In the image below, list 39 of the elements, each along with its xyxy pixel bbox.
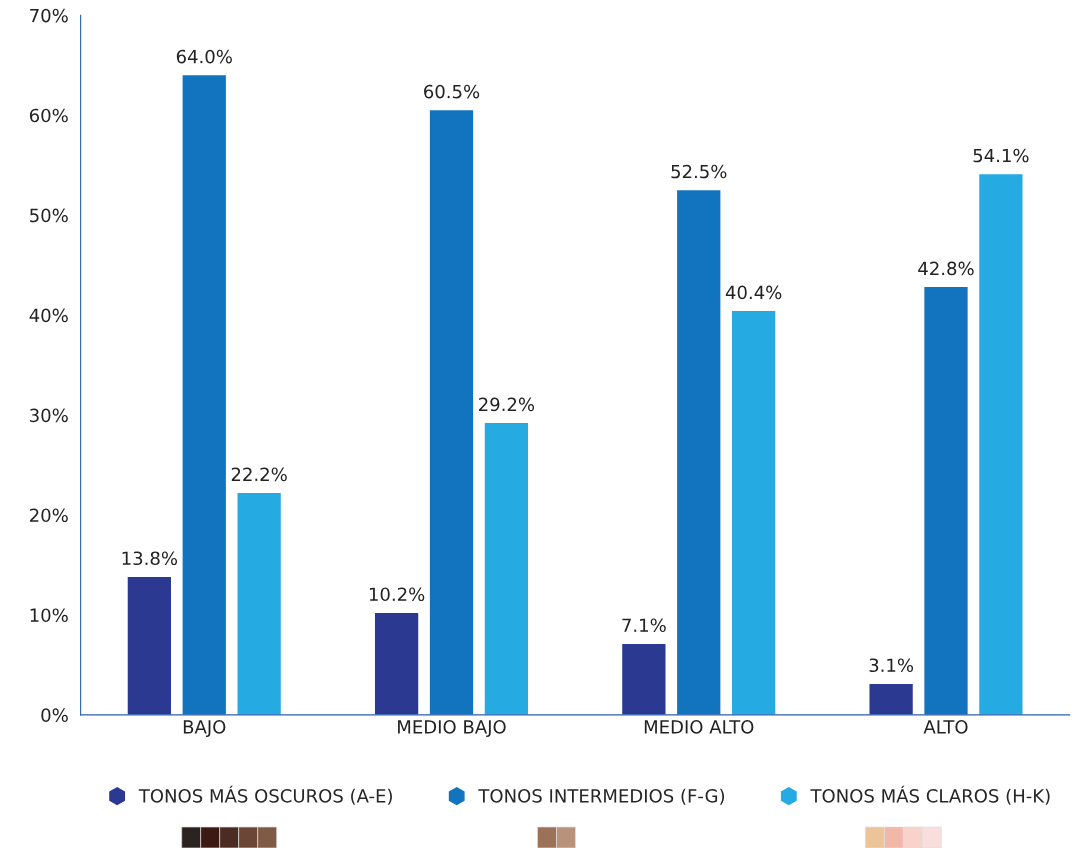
- data-label: 7.1%: [622, 618, 666, 633]
- bar: [127, 576, 171, 715]
- bar: [732, 311, 776, 715]
- bar: [237, 492, 281, 715]
- bar: [182, 75, 226, 715]
- y-tick-label: 60%: [29, 108, 68, 123]
- bar: [484, 423, 529, 715]
- y-tick-label: 40%: [29, 308, 68, 323]
- legend-label: TONOS INTERMEDIOS (F-G): [478, 788, 725, 805]
- data-label: 22.2%: [231, 467, 287, 482]
- bar: [979, 174, 1023, 715]
- data-label: 64.0%: [176, 49, 232, 64]
- data-label: 60.5%: [424, 84, 480, 99]
- y-tick-label: 50%: [30, 208, 68, 223]
- data-label: 52.5%: [671, 164, 727, 179]
- bar: [622, 643, 666, 715]
- legend-label: TONOS MÁS OSCUROS (A-E): [138, 785, 392, 805]
- data-label: 29.2%: [479, 397, 535, 412]
- y-tick-label: 30%: [30, 408, 68, 423]
- bar: [924, 287, 968, 715]
- y-tick-label: 10%: [30, 608, 68, 623]
- x-tick-label: BAJO: [183, 720, 226, 738]
- y-tick-label: 20%: [30, 508, 68, 523]
- x-tick-label: MEDIO BAJO: [398, 720, 506, 738]
- data-label: 54.1%: [973, 148, 1029, 163]
- data-label: 10.2%: [369, 587, 425, 602]
- bar: [869, 683, 913, 715]
- bar: [429, 110, 474, 715]
- data-label: 3.1%: [869, 658, 914, 673]
- x-tick-label: ALTO: [923, 720, 968, 734]
- data-label: 42.8%: [918, 261, 974, 276]
- legend-label: TONOS MÁS CLAROS (H-K): [810, 785, 1050, 805]
- y-tick-label: 70%: [30, 8, 68, 23]
- bar: [374, 612, 419, 715]
- data-label: 40.4%: [725, 285, 782, 300]
- x-tick-label: MEDIO ALTO: [644, 720, 754, 734]
- bar: [677, 190, 721, 715]
- y-tick-label: 0%: [41, 708, 68, 722]
- data-label: 13.8%: [122, 551, 178, 566]
